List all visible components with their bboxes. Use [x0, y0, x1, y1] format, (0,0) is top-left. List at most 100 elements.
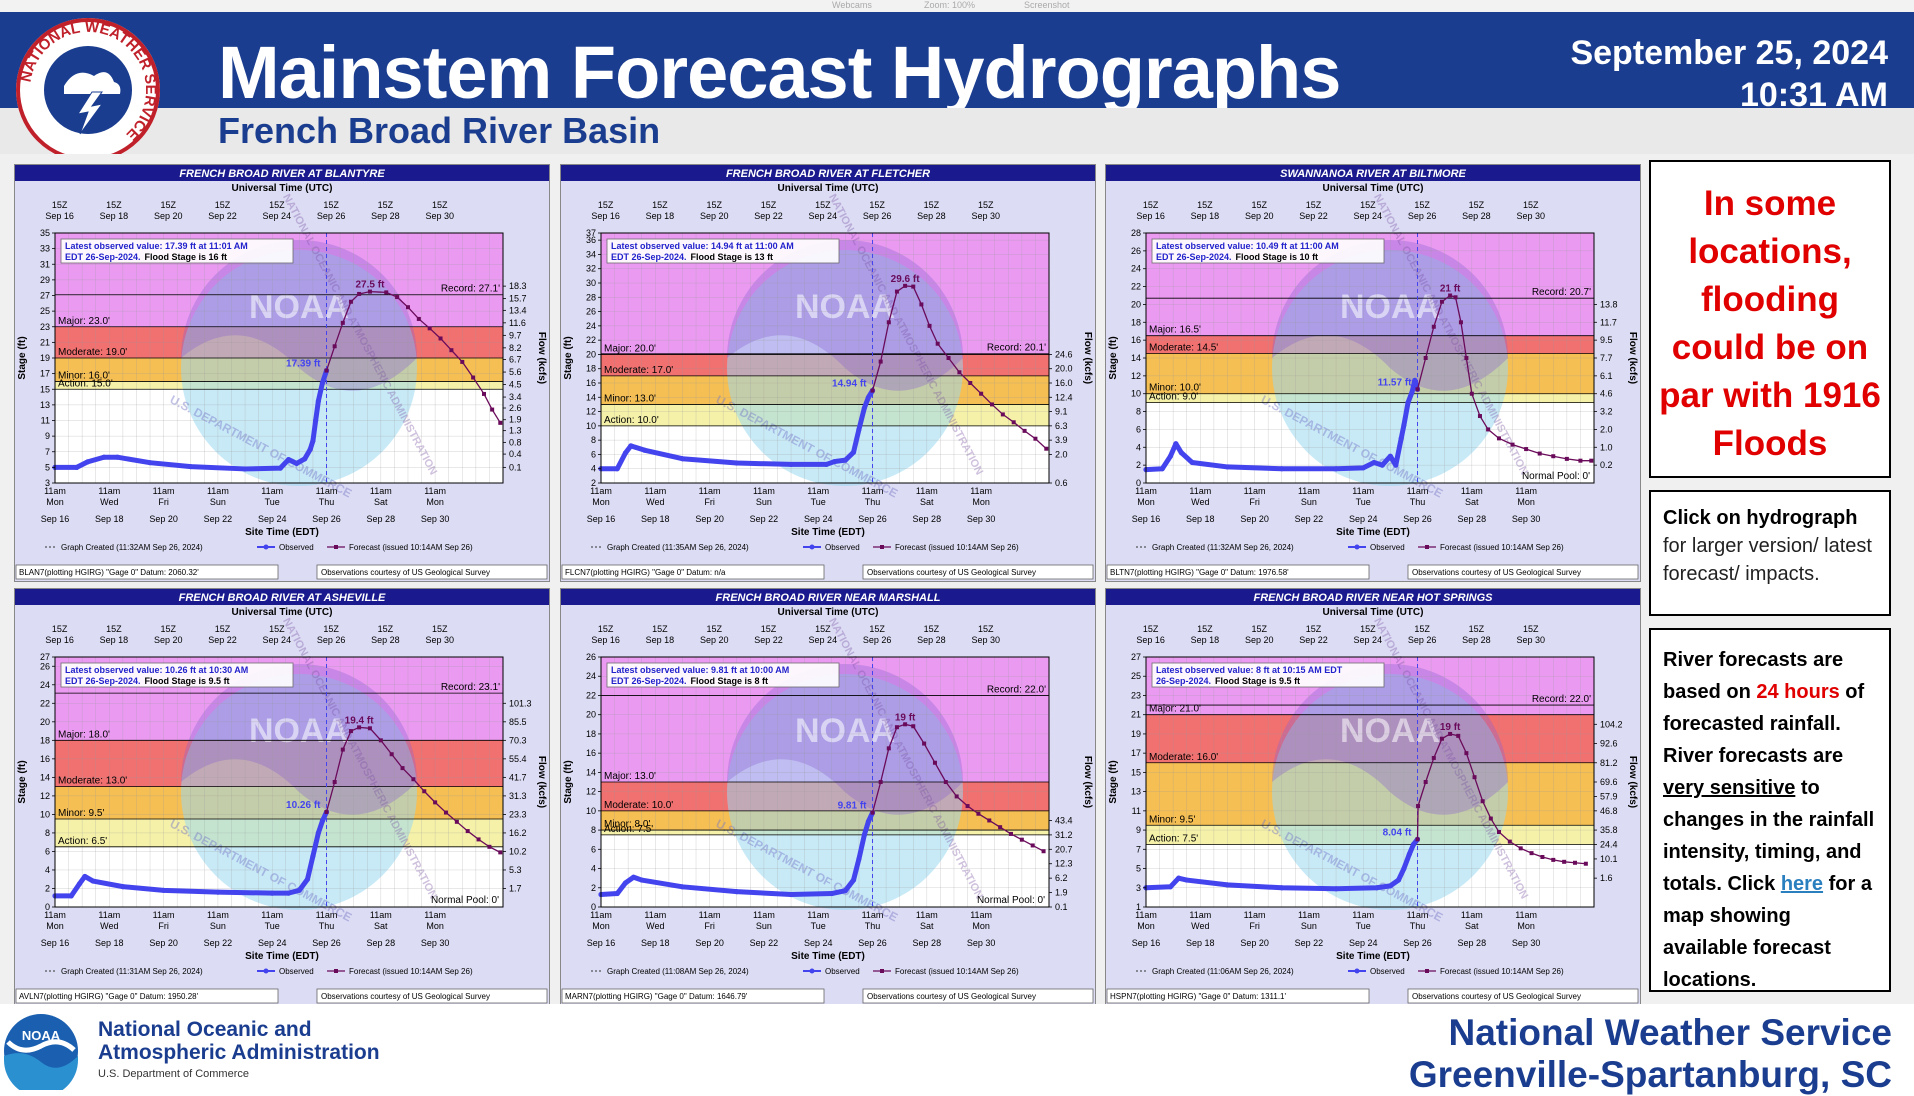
- observed-point: [614, 890, 620, 897]
- site-tick-weekday: Thu: [1410, 921, 1426, 931]
- latest-observed-box: [606, 238, 840, 264]
- graph-created-text: Graph Created (11:32AM Sep 26, 2024): [1152, 543, 1294, 552]
- site-tick-date: Sep 20: [695, 514, 724, 524]
- site-axis-label: Site Time (EDT): [791, 527, 865, 538]
- y-tick-label: 17: [40, 369, 50, 379]
- utc-tick-label: 15Z: [761, 624, 777, 634]
- observed-point: [277, 465, 283, 471]
- latest-observed-box: [1151, 662, 1385, 688]
- forecast-point: [1448, 731, 1453, 736]
- forecast-point: [324, 368, 329, 373]
- legend-observed-text: Observed: [1370, 543, 1405, 552]
- site-tick-time: 11am: [1515, 486, 1537, 496]
- utc-tick-date: Sep 18: [646, 635, 675, 645]
- hydrograph-panel[interactable]: FRENCH BROAD RIVER AT BLANTYRE Universal …: [14, 164, 550, 582]
- stage-label: Moderate: 13.0': [58, 776, 127, 787]
- screenshot-link[interactable]: Screenshot: [1024, 0, 1070, 10]
- hydrograph-panel[interactable]: FRENCH BROAD RIVER AT FLETCHER Universal …: [560, 164, 1096, 582]
- site-tick-date: Sep 22: [750, 938, 779, 948]
- utc-tick-label: 15Z: [978, 200, 994, 210]
- site-tick-date: Sep 18: [1186, 938, 1215, 948]
- site-tick-weekday: Thu: [865, 497, 881, 507]
- stage-axis-label: Stage (ft): [1108, 336, 1119, 379]
- hydrograph-panel[interactable]: SWANNANOA RIVER AT BILTMORE Universal Tim…: [1105, 164, 1641, 582]
- graph-created-text: Graph Created (11:32AM Sep 26, 2024): [61, 543, 203, 552]
- zoom-indicator[interactable]: Zoom: 100%: [924, 0, 976, 10]
- y-tick-label: 27: [1131, 652, 1141, 662]
- legend-forecast-text: Forecast (issued 10:14AM Sep 26): [1440, 543, 1564, 552]
- site-tick-time: 11am: [424, 910, 446, 920]
- site-tick-weekday: Mon: [972, 921, 990, 931]
- observed-point: [861, 832, 867, 838]
- hydrograph-panel[interactable]: FRENCH BROAD RIVER NEAR MARSHALL Universa…: [560, 588, 1096, 1006]
- y-tick-label: 21: [1131, 710, 1141, 720]
- observed-point: [1406, 851, 1412, 857]
- observed-point: [1412, 377, 1418, 383]
- observed-point: [861, 405, 867, 411]
- forecast-point: [998, 825, 1003, 830]
- flow-tick-label: 0.2: [1600, 460, 1613, 470]
- site-tick-weekday: Sat: [374, 921, 388, 931]
- utc-tick-label: 15Z: [1197, 200, 1213, 210]
- site-tick-weekday: Mon: [592, 921, 610, 931]
- legend-observed-text: Observed: [279, 967, 314, 976]
- webcams-link[interactable]: Webcams: [832, 0, 872, 10]
- utc-tick-date: Sep 30: [1516, 211, 1545, 221]
- forecast-point: [332, 780, 337, 784]
- utc-axis-label: Universal Time (UTC): [778, 607, 879, 618]
- legend-observed-dot: [1354, 544, 1360, 550]
- site-tick-time: 11am: [207, 910, 229, 920]
- map-link[interactable]: here: [1780, 873, 1824, 895]
- site-tick-date: Sep 16: [1132, 938, 1161, 948]
- forecast-point: [490, 407, 495, 412]
- utc-tick-date: Sep 28: [917, 635, 946, 645]
- note-part: to changes in the rainfall intensity, ti…: [1663, 777, 1875, 895]
- site-tick-date: Sep 26: [858, 514, 887, 524]
- stage-label: Major: 18.0': [58, 729, 110, 740]
- forecast-point: [348, 299, 353, 304]
- utc-tick-label: 15Z: [160, 200, 176, 210]
- hydrograph-panel[interactable]: FRENCH BROAD RIVER AT ASHEVILLE Universal…: [14, 588, 550, 1006]
- observed-point: [307, 446, 313, 453]
- forecast-point: [922, 741, 927, 746]
- y-tick-label: 32: [586, 264, 596, 274]
- forecast-point: [1464, 356, 1469, 360]
- latest-observed-box: [60, 238, 294, 264]
- forecast-point: [471, 375, 476, 380]
- observed-point: [84, 459, 91, 465]
- site-tick-weekday: Mon: [426, 921, 444, 931]
- site-tick-weekday: Fri: [158, 921, 169, 931]
- observed-point: [1398, 435, 1404, 441]
- record-label: Record: 20.7': [1532, 287, 1591, 298]
- forecast-point: [968, 381, 973, 385]
- site-tick-time: 11am: [1189, 486, 1211, 496]
- flow-tick-label: 20.0: [1055, 364, 1073, 374]
- observed-point: [82, 873, 88, 880]
- utc-tick-date: Sep 30: [1516, 635, 1545, 645]
- utc-tick-label: 15Z: [706, 624, 722, 634]
- utc-tick-label: 15Z: [924, 200, 940, 210]
- observed-point: [285, 456, 292, 463]
- forecast-point: [886, 746, 891, 751]
- utc-axis-label: Universal Time (UTC): [1323, 183, 1424, 194]
- observed-series-line: [52, 809, 330, 899]
- y-tick-label: 6: [45, 846, 50, 856]
- noaa-watermark-text: NOAA: [795, 712, 895, 750]
- flow-tick-label: 10.2: [509, 846, 527, 856]
- site-tick-date: Sep 20: [695, 938, 724, 948]
- site-axis-label: Site Time (EDT): [1336, 951, 1410, 962]
- y-tick-label: 30: [586, 278, 596, 288]
- utc-tick-date: Sep 16: [591, 635, 620, 645]
- utc-tick-label: 15Z: [323, 624, 339, 634]
- site-tick-time: 11am: [261, 910, 283, 920]
- peak-value-label: 29.6 ft: [891, 274, 921, 285]
- site-tick-time: 11am: [1298, 486, 1320, 496]
- latest-observed-box: [60, 662, 294, 688]
- observed-point: [1379, 462, 1385, 468]
- observed-point: [1333, 466, 1339, 472]
- legend-forecast-text: Forecast (issued 10:14AM Sep 26): [349, 967, 473, 976]
- hydrograph-panel[interactable]: FRENCH BROAD RIVER NEAR HOT SPRINGS Unive…: [1105, 588, 1641, 1006]
- latest-observed-date-text: EDT 26-Sep-2024.: [1156, 252, 1232, 262]
- site-tick-time: 11am: [1135, 486, 1157, 496]
- record-label: Record: 20.1': [987, 343, 1046, 354]
